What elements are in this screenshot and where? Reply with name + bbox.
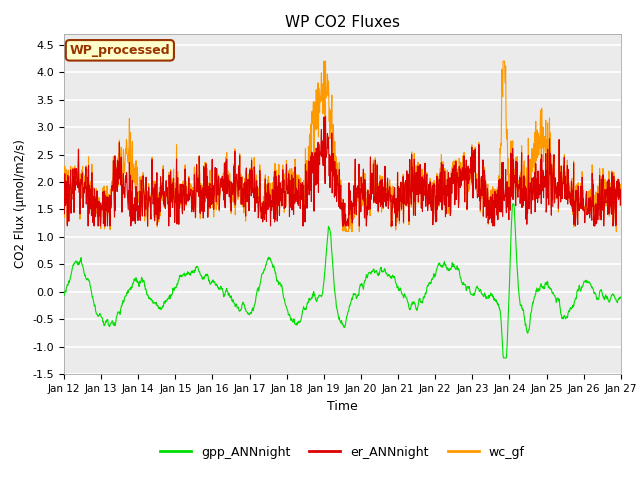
Text: WP_processed: WP_processed <box>70 44 170 57</box>
X-axis label: Time: Time <box>327 400 358 413</box>
Legend: gpp_ANNnight, er_ANNnight, wc_gf: gpp_ANNnight, er_ANNnight, wc_gf <box>155 441 530 464</box>
Y-axis label: CO2 Flux (μmol/m2/s): CO2 Flux (μmol/m2/s) <box>14 140 27 268</box>
Title: WP CO2 Fluxes: WP CO2 Fluxes <box>285 15 400 30</box>
